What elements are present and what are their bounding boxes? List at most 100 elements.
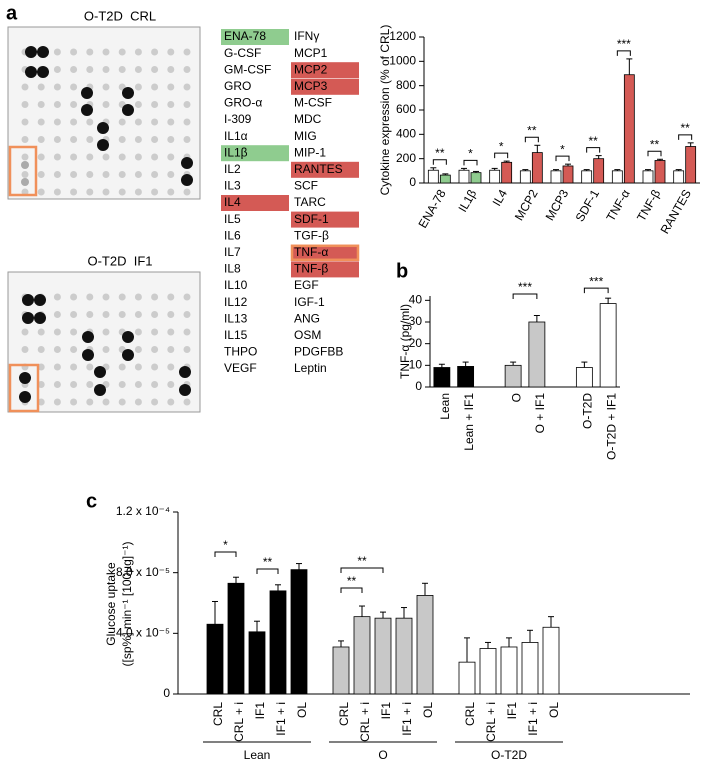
blot-dot	[53, 363, 61, 371]
bar	[290, 569, 308, 695]
y-tick-label: 8.0 x 10⁻⁵	[116, 565, 170, 579]
blot-dot	[151, 66, 159, 73]
blot-dot	[53, 101, 61, 108]
blot-dot	[183, 118, 191, 126]
blot-dot	[118, 171, 126, 178]
panel-label: b	[396, 260, 408, 282]
blot-dot	[53, 136, 61, 143]
blot-dot	[167, 118, 175, 126]
blot-dot	[102, 66, 110, 73]
bar	[427, 169, 439, 184]
cytokine-label: IL12	[224, 295, 248, 309]
blot-dot-strong	[122, 331, 134, 343]
blot-dot-strong	[181, 157, 193, 169]
significance-bracket	[340, 567, 384, 573]
blot-dot-strong	[97, 122, 109, 134]
significance-bracket	[432, 159, 447, 165]
cytokine-label: TARC	[294, 195, 326, 209]
blot-dot	[151, 398, 159, 406]
x-tick-label: Lean	[438, 393, 452, 420]
cytokine-label: ANG	[294, 311, 320, 325]
blot-dot-strong	[22, 294, 34, 306]
blot-dot	[167, 328, 175, 336]
blot-dot	[134, 66, 142, 73]
blot-dot	[151, 83, 159, 91]
blot-title: O-T2D IF1	[87, 253, 152, 268]
cytokine-highlight	[291, 78, 359, 95]
x-tick-label: OL	[295, 702, 309, 718]
bar	[248, 631, 266, 695]
blot-dot	[53, 381, 61, 388]
blot-dot	[134, 328, 142, 336]
blot-dot	[53, 328, 61, 336]
blot-dot	[70, 83, 78, 91]
x-tick-label: IF1 + i	[526, 702, 540, 736]
blot-dot	[118, 136, 126, 143]
blot-dot	[70, 381, 78, 388]
bar	[673, 170, 685, 184]
blot-dot	[53, 118, 61, 126]
cytokine-label: RANTES	[294, 162, 343, 176]
blot-dot	[167, 153, 175, 161]
blot-dot	[21, 118, 29, 126]
blot-dot	[183, 66, 191, 73]
blot-dot	[134, 398, 142, 406]
blot-dot	[70, 293, 78, 301]
blot-dot	[167, 66, 175, 73]
cytokine-label: IL2	[224, 162, 241, 176]
x-tick-label: TNF-β	[634, 187, 663, 224]
x-tick-label: IF1 + i	[400, 702, 414, 736]
bar	[269, 590, 287, 695]
blot-dot	[118, 363, 126, 371]
cytokine-label: IL10	[224, 278, 248, 292]
blot-dot	[167, 311, 175, 318]
blot-dot	[151, 118, 159, 126]
blot-dot	[167, 136, 175, 143]
cytokine-label: MIG	[294, 129, 317, 143]
blot-dot-strong	[22, 312, 34, 324]
blot-dot-strong	[179, 384, 191, 396]
blot-dot	[37, 101, 45, 108]
y-tick-label: 30	[409, 314, 423, 328]
significance-bracket	[214, 551, 237, 557]
y-axis-label: Cytokine expression (% of CRL)	[378, 25, 392, 196]
cytokine-label: THPO	[224, 345, 257, 359]
blot-dot	[37, 398, 45, 406]
significance-bracket	[616, 50, 631, 56]
blot-dot	[53, 153, 61, 161]
blot-dot	[37, 381, 45, 388]
blot-dot	[70, 346, 78, 353]
x-tick-label: MCP2	[512, 187, 541, 223]
cytokine-label: MDC	[294, 112, 322, 126]
blot-dot	[118, 293, 126, 301]
bar	[416, 595, 434, 695]
x-tick-label: CRL + i	[484, 702, 498, 742]
cytokine-label: ENA-78	[224, 29, 266, 43]
cytokine-highlight	[221, 195, 289, 211]
blot-dot	[151, 346, 159, 353]
cytokine-label: G-CSF	[224, 46, 261, 60]
blot-dot	[102, 328, 110, 336]
blot-dot	[86, 398, 94, 406]
blot-dot	[21, 346, 29, 353]
blot-dot	[86, 118, 94, 126]
blot-dot	[102, 311, 110, 318]
blot-dot	[151, 328, 159, 336]
significance-label: **	[680, 121, 690, 135]
blot-dot	[21, 136, 29, 143]
blot-dot	[70, 153, 78, 161]
blot-dot-strong	[82, 331, 94, 343]
blot-dot	[183, 136, 191, 143]
blot-dot	[86, 48, 94, 56]
blot-dot	[53, 83, 61, 91]
significance-label: **	[527, 123, 537, 137]
bar	[519, 170, 531, 184]
cytokine-label: IL7	[224, 245, 241, 259]
blot-dot	[102, 293, 110, 301]
blot-dot	[53, 311, 61, 318]
blot-dot	[70, 66, 78, 73]
significance-bracket	[463, 159, 478, 166]
x-tick-label: O	[509, 393, 523, 402]
blot-dot	[86, 136, 94, 143]
